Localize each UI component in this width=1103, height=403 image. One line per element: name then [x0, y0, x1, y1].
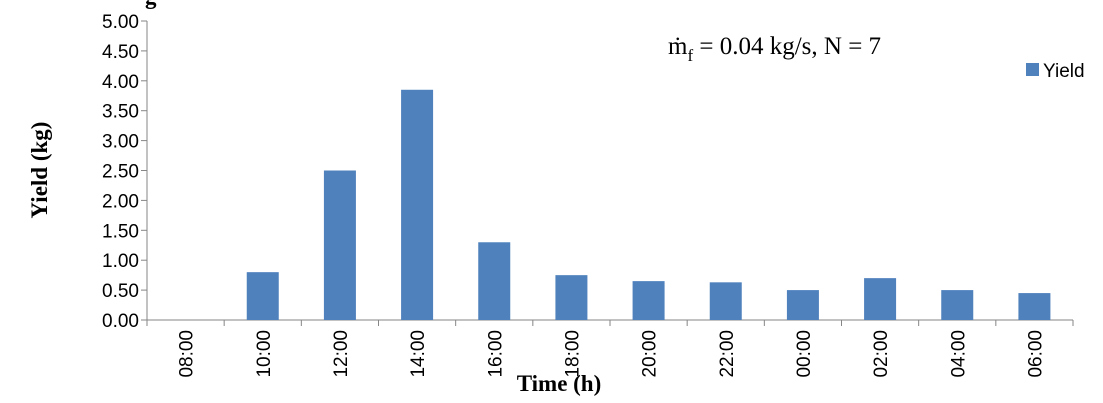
- bar-1200: [323, 170, 356, 320]
- x-axis: [146, 319, 1074, 326]
- bars: [246, 89, 1051, 321]
- x-tick-label: 04:00: [948, 330, 969, 378]
- bar-2200: [709, 282, 742, 320]
- x-tick-label: 10:00: [254, 330, 275, 378]
- y-tick-label: 1.00: [102, 251, 139, 272]
- y-tick-label: 0.50: [102, 281, 139, 302]
- bar-0400: [941, 290, 974, 320]
- y-tick-label: 2.50: [102, 162, 139, 183]
- y-tick-label: 4.00: [102, 72, 139, 93]
- flow-rate-annotation: ṁf = 0.04 kg/s, N = 7: [668, 33, 881, 65]
- y-tick-label: 2.00: [102, 191, 139, 212]
- y-axis-title: Yield (kg): [27, 122, 52, 219]
- bar-1000: [246, 272, 279, 320]
- bar-0000: [786, 290, 819, 320]
- x-tick-label: 16:00: [485, 330, 506, 378]
- bar-1800: [555, 275, 588, 320]
- legend-label-yield: Yield: [1043, 61, 1085, 82]
- x-tick-label: 12:00: [331, 330, 352, 378]
- x-tick-label: 00:00: [794, 330, 815, 378]
- x-tick-label: 20:00: [640, 330, 661, 378]
- bar-0600: [1018, 293, 1051, 320]
- annotation-symbol: ṁ: [668, 33, 688, 60]
- y-tick-label: 4.50: [102, 42, 139, 63]
- y-tick-label: 0.00: [102, 311, 139, 332]
- x-tick-label: 06:00: [1025, 330, 1046, 378]
- annotation-rest: = 0.04 kg/s, N = 7: [693, 33, 881, 60]
- chart-title-partial: g: [145, 0, 157, 9]
- x-tick-labels: 08:00 10:00 12:00 14:00 16:00 18:00 20:00 22:00…: [177, 330, 1047, 378]
- bar-1400: [401, 89, 434, 321]
- bar-1600: [478, 242, 511, 320]
- bar-0200: [864, 278, 897, 320]
- x-tick-label: 02:00: [871, 330, 892, 378]
- y-tick-label: 3.00: [102, 132, 139, 153]
- y-axis: 0.00 0.50 1.00 1.50 2.00 2.50 3.00 3.50 4.00 4.50…: [102, 12, 148, 332]
- legend-swatch-yield: [1026, 63, 1039, 76]
- x-tick-label: 08:00: [177, 330, 198, 378]
- annotation-subscript: f: [687, 46, 693, 65]
- x-tick-label: 22:00: [717, 330, 738, 378]
- x-axis-title: Time (h): [517, 371, 602, 396]
- x-tick-label: 18:00: [562, 330, 583, 378]
- y-tick-label: 3.50: [102, 102, 139, 123]
- y-tick-label: 1.50: [102, 221, 139, 242]
- legend: Yield: [1026, 61, 1085, 82]
- bar-2000: [632, 281, 665, 320]
- x-tick-label: 14:00: [408, 330, 429, 378]
- y-tick-label: 5.00: [102, 12, 139, 33]
